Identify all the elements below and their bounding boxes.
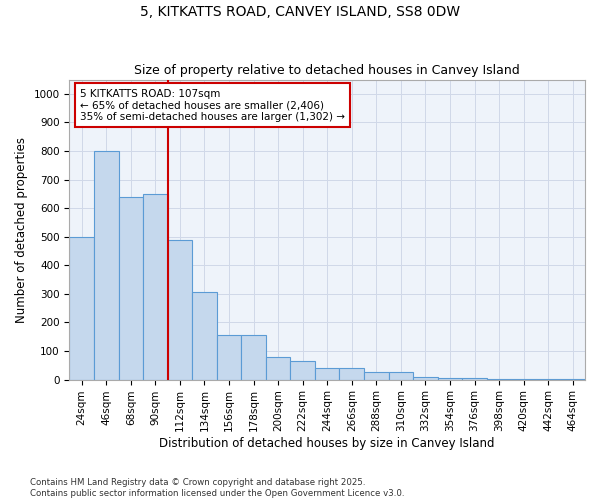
Bar — [192, 292, 217, 380]
Bar — [119, 196, 143, 380]
Bar — [290, 361, 315, 380]
Text: 5, KITKATTS ROAD, CANVEY ISLAND, SS8 0DW: 5, KITKATTS ROAD, CANVEY ISLAND, SS8 0DW — [140, 5, 460, 19]
Title: Size of property relative to detached houses in Canvey Island: Size of property relative to detached ho… — [134, 64, 520, 77]
Bar — [167, 240, 192, 380]
Bar — [217, 336, 241, 380]
Bar — [413, 376, 437, 380]
Bar — [70, 236, 94, 380]
Bar — [462, 378, 487, 380]
Text: 5 KITKATTS ROAD: 107sqm
← 65% of detached houses are smaller (2,406)
35% of semi: 5 KITKATTS ROAD: 107sqm ← 65% of detache… — [80, 88, 345, 122]
Bar — [94, 151, 119, 380]
Bar — [340, 368, 364, 380]
Bar — [364, 372, 389, 380]
Text: Contains HM Land Registry data © Crown copyright and database right 2025.
Contai: Contains HM Land Registry data © Crown c… — [30, 478, 404, 498]
Bar — [143, 194, 167, 380]
Bar — [315, 368, 340, 380]
Bar — [437, 378, 462, 380]
Bar — [266, 356, 290, 380]
Bar — [487, 379, 511, 380]
Y-axis label: Number of detached properties: Number of detached properties — [15, 136, 28, 322]
Bar — [241, 336, 266, 380]
X-axis label: Distribution of detached houses by size in Canvey Island: Distribution of detached houses by size … — [160, 437, 495, 450]
Bar — [389, 372, 413, 380]
